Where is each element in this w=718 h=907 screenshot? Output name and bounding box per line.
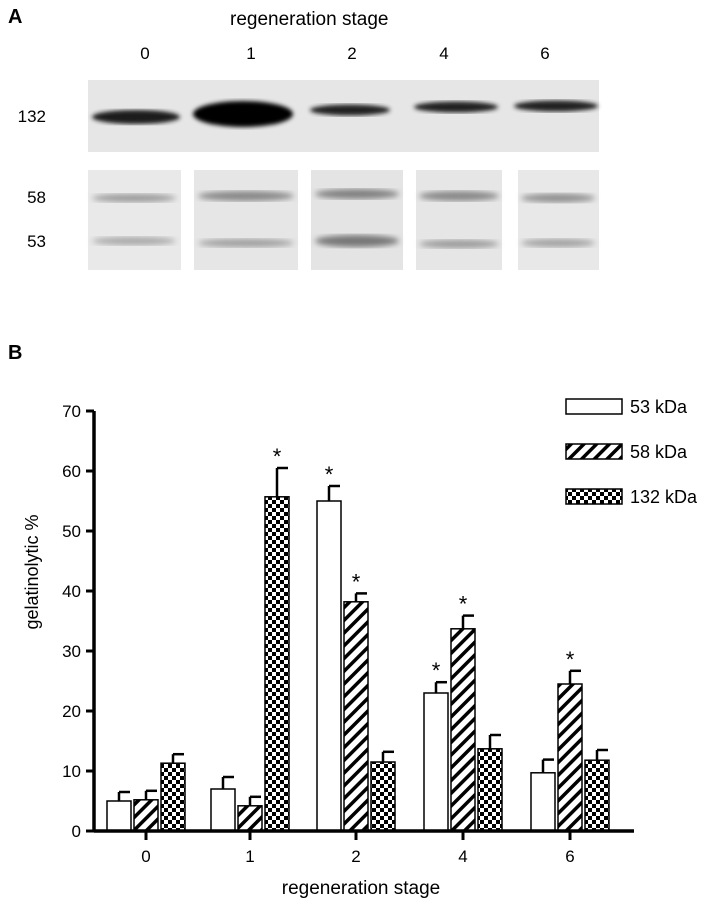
- significance-asterisk: *: [432, 658, 441, 683]
- y-tick-label: 40: [62, 582, 81, 601]
- bar-group-53-kda-stage-4: *: [423, 658, 449, 832]
- bar-group-58-kda-stage-0: [133, 789, 159, 832]
- y-tick-label: 20: [62, 702, 81, 721]
- lane-label-0: 0: [140, 44, 150, 63]
- blot-title: regeneration stage: [230, 9, 389, 30]
- x-tick-label: 4: [458, 847, 467, 866]
- panel-b-letter: B: [8, 342, 23, 364]
- bar-group-53-kda-stage-1: [210, 775, 236, 832]
- band-132-lane-4: [414, 101, 498, 113]
- x-axis-label: regeneration stage: [282, 878, 440, 899]
- y-tick-label: 70: [62, 402, 81, 421]
- bar: [477, 748, 503, 832]
- mw-label-53: 53: [27, 232, 46, 251]
- bar-group-58-kda-stage-4: *: [450, 592, 476, 832]
- gel-panel-lane-4: [416, 170, 502, 270]
- y-tick-label: 50: [62, 522, 81, 541]
- band-132-lane-0: [92, 110, 180, 124]
- legend-swatch: [565, 398, 623, 415]
- significance-asterisk: *: [352, 569, 361, 594]
- legend-swatch: [565, 488, 623, 505]
- y-tick-label: 30: [62, 642, 81, 661]
- legend-label: 58 kDa: [630, 442, 688, 462]
- bar: [343, 601, 369, 832]
- x-tick-label: 0: [141, 847, 150, 866]
- y-tick-label: 0: [72, 822, 81, 841]
- bar: [450, 628, 476, 832]
- bar: [584, 759, 610, 832]
- bar-group-53-kda-stage-6: [530, 758, 556, 832]
- x-tick-label: 2: [351, 847, 360, 866]
- gel-blot-image: [88, 80, 599, 270]
- y-axis-label: gelatinolytic %: [22, 514, 42, 629]
- bar: [316, 500, 342, 832]
- legend-label: 132 kDa: [630, 487, 698, 507]
- bar: [423, 692, 449, 832]
- significance-asterisk: *: [459, 592, 468, 617]
- gel-panel-lane-1: [194, 170, 298, 270]
- bar-group-58-kda-stage-2: *: [343, 569, 369, 832]
- y-tick-label: 60: [62, 462, 81, 481]
- legend-label: 53 kDa: [630, 397, 688, 417]
- significance-asterisk: *: [325, 462, 334, 487]
- bar-group-132-kda-stage-0: [160, 752, 186, 832]
- band-132-lane-2: [310, 104, 390, 116]
- band-132-lane-1: [193, 101, 293, 127]
- lane-label-2: 2: [347, 44, 357, 63]
- lane-label-1: 1: [246, 44, 256, 63]
- bar-group-132-kda-stage-2: [370, 750, 396, 832]
- legend-swatch: [565, 443, 623, 460]
- legend-entry-58-kda: 58 kDa: [565, 442, 688, 462]
- bar: [530, 772, 556, 832]
- bar: [160, 762, 186, 832]
- mw-label-58: 58: [27, 188, 46, 207]
- band-132-lane-6: [514, 100, 598, 112]
- bar-chart: * * * * * * 0 10 20 30 40 50 60 70 0 1 2 4 6 53 kDa 58 kDa…: [22, 397, 698, 899]
- bar-group-132-kda-stage-1: *: [264, 444, 290, 832]
- bar-group-58-kda-stage-1: [237, 795, 263, 832]
- bar: [237, 805, 263, 832]
- legend-entry-53-kda: 53 kDa: [565, 397, 688, 417]
- gel-panel-lane-2: [311, 170, 403, 270]
- bar: [133, 799, 159, 832]
- bar-group-58-kda-stage-6: *: [557, 647, 583, 832]
- y-tick-label: 10: [62, 762, 81, 781]
- x-tick-label: 6: [565, 847, 574, 866]
- bar-group-132-kda-stage-6: [584, 748, 610, 832]
- bar: [106, 800, 132, 832]
- bar: [557, 683, 583, 832]
- lane-label-6: 6: [540, 44, 550, 63]
- mw-label-132: 132: [17, 107, 46, 126]
- gel-panel-lane-0: [88, 170, 181, 270]
- significance-asterisk: *: [273, 444, 282, 469]
- bar-group-53-kda-stage-2: *: [316, 462, 342, 832]
- bar-group-132-kda-stage-4: [477, 733, 503, 832]
- panel-a-letter: A: [8, 6, 23, 28]
- bar: [370, 761, 396, 832]
- bar-group-53-kda-stage-0: [106, 790, 132, 832]
- gel-panel-lane-6: [518, 170, 599, 270]
- bar: [210, 788, 236, 832]
- significance-asterisk: *: [566, 647, 575, 672]
- x-tick-label: 1: [245, 847, 254, 866]
- lane-label-4: 4: [439, 44, 449, 63]
- bar: [264, 496, 290, 832]
- legend-entry-132-kda: 132 kDa: [565, 487, 698, 507]
